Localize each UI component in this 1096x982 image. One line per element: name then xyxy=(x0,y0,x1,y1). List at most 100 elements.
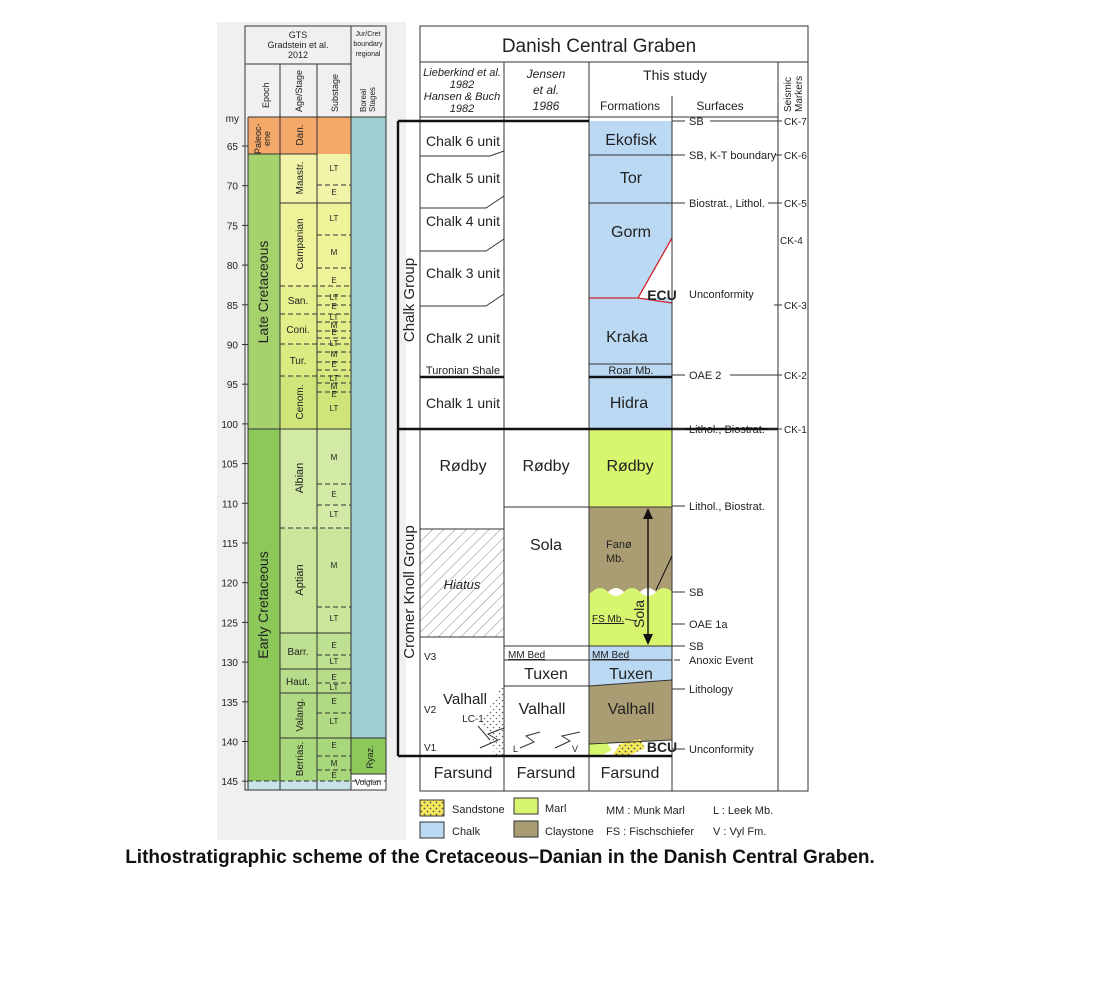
boreal-volgian-label: Volgian xyxy=(355,778,381,787)
formation-rodby-label: Rødby xyxy=(606,458,653,475)
substage-label: E xyxy=(331,673,336,682)
sola-range-arrow xyxy=(643,508,673,645)
fs-mb-pointer xyxy=(624,618,638,622)
axis-tick-label: 70 xyxy=(227,182,239,193)
substage-label: M xyxy=(331,248,338,257)
lieberkind-header-line2: 1982 xyxy=(450,79,474,91)
stage-danian-box xyxy=(280,117,317,154)
stage-label: Valang. xyxy=(295,698,306,731)
legend-l-label: L : Leek Mb. xyxy=(713,805,773,817)
fs-sola-fill xyxy=(589,588,672,646)
stage-albian-box xyxy=(280,429,317,528)
rodby-fill xyxy=(589,429,672,507)
cromer-knoll-group-label: Cromer Knoll Group xyxy=(401,525,418,658)
roar-fill xyxy=(589,364,672,377)
substage-label: M xyxy=(331,350,338,359)
substage-label: E xyxy=(331,390,336,399)
axis-tick-label: 110 xyxy=(222,499,238,510)
left-panel-grid xyxy=(244,25,387,791)
axis-tick-label: 105 xyxy=(221,460,238,471)
mm-bed-fill xyxy=(589,646,672,660)
boundary-header-line3: regional xyxy=(356,51,381,58)
stage-cenomanian-box xyxy=(280,376,317,429)
tor-fill xyxy=(589,155,672,203)
stage-barremian-box xyxy=(280,633,317,669)
axis-tick-label: 135 xyxy=(221,698,238,709)
marker-ck7: CK-7 xyxy=(784,117,807,128)
v3-label: V3 xyxy=(424,652,437,663)
ekofisk-label: Ekofisk xyxy=(605,132,658,149)
chalk5-label: Chalk 5 unit xyxy=(426,170,500,186)
substage-label: E xyxy=(331,490,336,499)
kraka-fill xyxy=(589,298,672,364)
marker-ck6: CK-6 xyxy=(784,151,807,162)
hiatus-label: Hiatus xyxy=(444,577,481,592)
fs-mb-label: FS Mb. xyxy=(592,614,624,625)
epoch-early-cretaceous-box xyxy=(248,429,280,781)
figure-caption: Lithostratigraphic scheme of the Cretace… xyxy=(125,847,875,868)
sola-label: Sola xyxy=(631,600,647,628)
jensen-sola-label: Sola xyxy=(530,537,562,554)
substage-danian-box xyxy=(317,117,351,154)
stage-label: Aptian xyxy=(294,564,306,595)
lieberkind-header-line3: Hansen & Buch xyxy=(424,91,500,103)
stage-valanginian-box xyxy=(280,693,317,738)
bcu-label: BCU xyxy=(647,739,677,755)
ecu-label: ECU xyxy=(647,287,677,303)
chalk1-label: Chalk 1 unit xyxy=(426,395,500,411)
chalk2-label: Chalk 2 unit xyxy=(426,330,500,346)
legend-chalk-label: Chalk xyxy=(452,826,481,838)
valhall-fill xyxy=(589,680,672,744)
epoch-early-cretaceous-label: Early Cretaceous xyxy=(255,551,271,658)
substage-label: LT xyxy=(330,374,339,383)
surface-sb-mid: SB xyxy=(689,587,704,599)
jensen-mm-bed-label: MM Bed xyxy=(508,650,545,661)
bcu-zigzags xyxy=(479,727,581,749)
substage-label: LT xyxy=(330,510,339,519)
marker-ck2: CK-2 xyxy=(784,371,807,382)
surface-sb-top: SB xyxy=(689,116,704,128)
markers-header-line1: Seismic xyxy=(783,77,794,112)
substage-label: LT xyxy=(330,614,339,623)
axis-unit-label: my xyxy=(226,114,239,125)
surface-unconformity-bcu: Unconformity xyxy=(689,744,754,756)
surface-lithol-biostrat-2: Lithol., Biostrat. xyxy=(689,501,765,513)
substage-berriasian-box xyxy=(317,738,351,781)
epoch-paleocene-label-2: ene xyxy=(262,131,272,146)
axis-tick-label: 140 xyxy=(221,738,238,749)
jensen-header-line2: et al. xyxy=(533,83,559,97)
stage-coniacian-box xyxy=(280,314,317,344)
legend-chalk-swatch xyxy=(419,821,445,839)
fano-label-2: Mb. xyxy=(606,553,624,565)
formations-header: Formations xyxy=(600,99,660,113)
jensen-l-label: L xyxy=(513,744,518,754)
legend-v-label: V : Vyl Fm. xyxy=(713,826,766,838)
jensen-farsund-label: Farsund xyxy=(517,765,576,782)
stage-maastrichtian-box xyxy=(280,154,317,203)
axis-tick-label: 85 xyxy=(227,301,239,312)
lieberkind-header-line1: Lieberkind et al. xyxy=(423,67,501,79)
boreal-volgian-box xyxy=(351,774,386,790)
stage-label: Coni. xyxy=(286,325,309,336)
ekofisk-fill xyxy=(589,121,672,155)
roar-label: Roar Mb. xyxy=(608,365,653,377)
surface-lithology: Lithology xyxy=(689,684,734,696)
boundary-header-line1: Jur/Cret xyxy=(356,31,381,38)
left-panel-dashed-lines xyxy=(248,184,386,782)
gts-header-line1: GTS xyxy=(289,30,308,40)
substage-label: LT xyxy=(330,683,339,692)
substage-label: LT xyxy=(330,717,339,726)
surface-anoxic-event: Anoxic Event xyxy=(689,655,753,667)
boreal-ryazanian-box xyxy=(351,738,386,774)
chalk4-label: Chalk 4 unit xyxy=(426,213,500,229)
stage-label: Tur. xyxy=(290,356,307,367)
turonian-shale-label: Turonian Shale xyxy=(426,365,500,377)
lc1-sand-fill xyxy=(480,680,505,756)
substage-label: LT xyxy=(330,339,339,348)
legend: Sandstone Marl MM : Munk Marl L : Leek M… xyxy=(419,797,773,839)
stage-label: Cenom. xyxy=(295,384,306,419)
substage-label: LT xyxy=(330,404,339,413)
lieberkind-header-line4: 1982 xyxy=(450,103,474,115)
axis-tick-label: 100 xyxy=(221,420,238,431)
gts-header-line2: Gradstein et al. xyxy=(267,40,328,50)
